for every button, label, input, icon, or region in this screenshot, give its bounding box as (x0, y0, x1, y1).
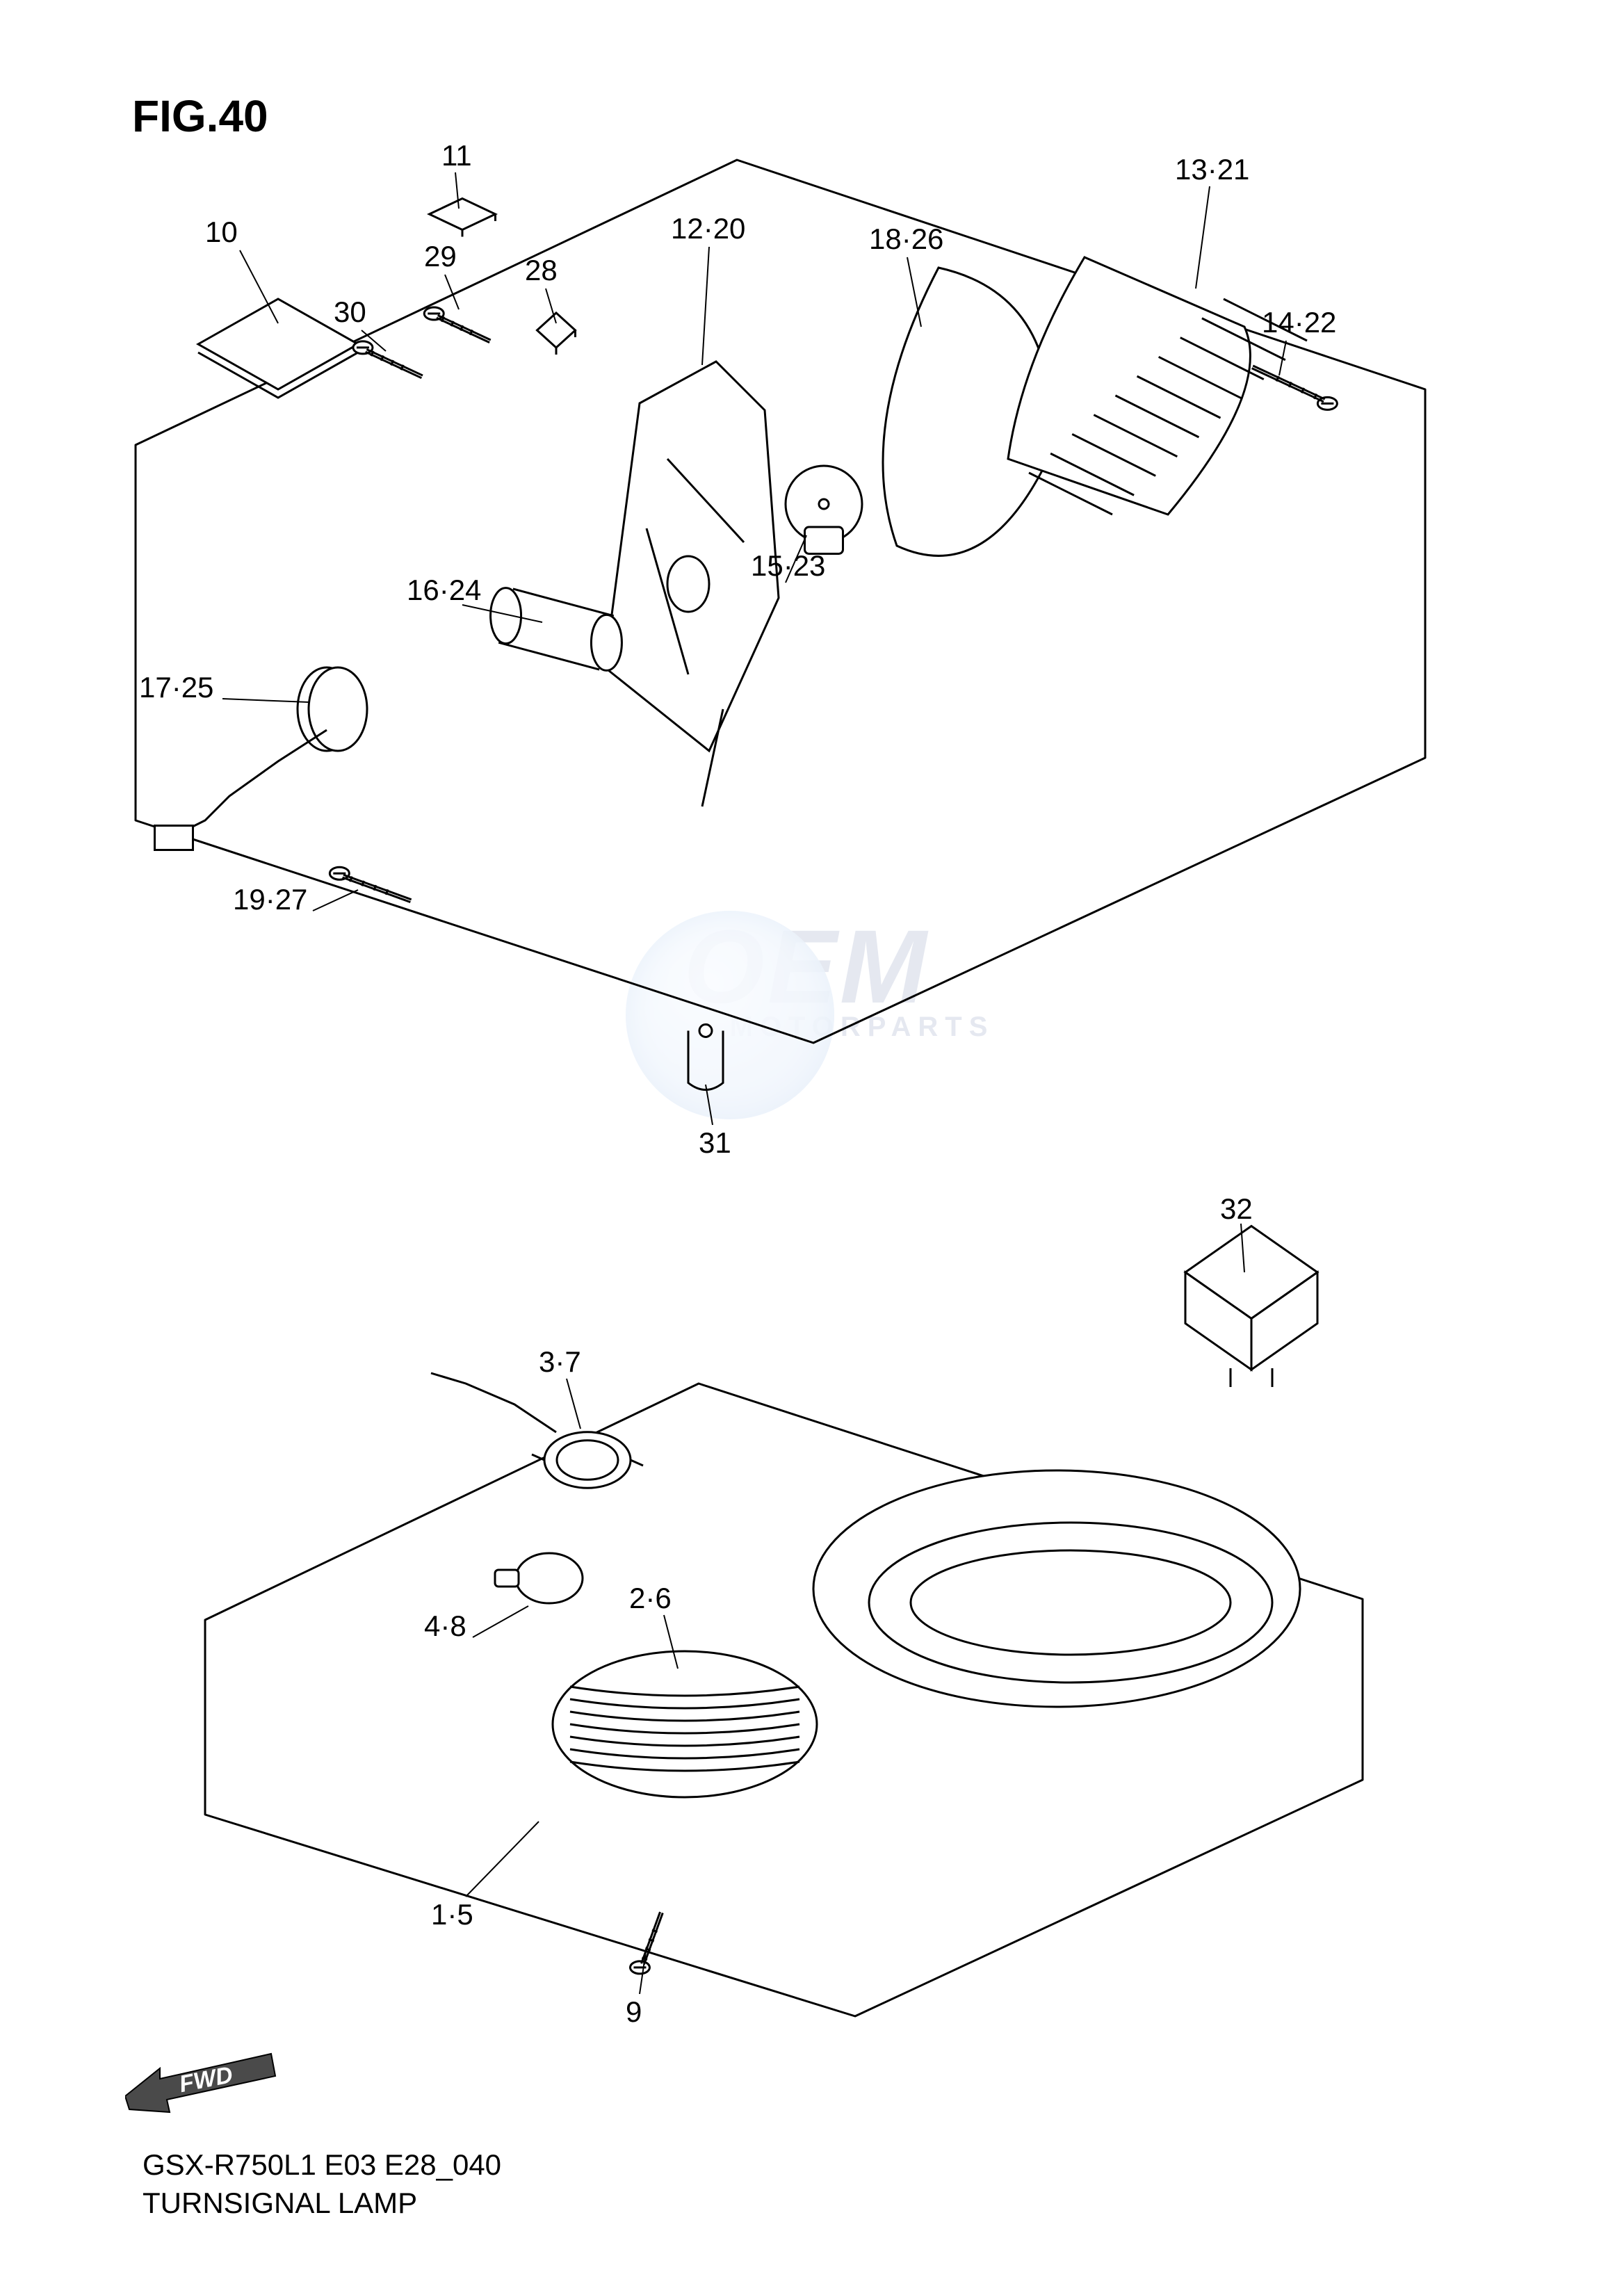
part-connector_17_25 (155, 826, 193, 850)
callout-1_5: 1·5 (431, 1898, 473, 1931)
callout-16_24: 16·24 (407, 574, 481, 607)
leader-4_8 (473, 1606, 528, 1637)
callout-30: 30 (334, 295, 366, 329)
fwd-label: FWD (177, 2061, 235, 2098)
callout-13_21: 13·21 (1175, 153, 1249, 186)
part-clip_31 (688, 1025, 723, 1090)
callout-11: 11 (441, 139, 472, 172)
callout-31: 31 (699, 1126, 731, 1160)
callout-9: 9 (626, 1995, 642, 2029)
leader-17_25 (222, 699, 309, 702)
callout-15_23: 15·23 (751, 549, 825, 583)
callout-28: 28 (525, 254, 558, 287)
part-screw_30 (353, 341, 423, 378)
part-clip_11 (430, 199, 496, 237)
callout-12_20: 12·20 (671, 212, 745, 245)
leader-19_27 (313, 890, 358, 911)
part-rear_wire (431, 1373, 556, 1432)
callout-3_7: 3·7 (539, 1345, 581, 1379)
leader-1_5 (466, 1822, 539, 1897)
part-rear_bulb_4_8 (495, 1553, 583, 1603)
part-socket_16_24 (491, 588, 622, 671)
exploded-diagram (0, 0, 1624, 2295)
callout-4_8: 4·8 (424, 1609, 466, 1643)
leader-12_20 (702, 247, 709, 365)
callout-18_26: 18·26 (869, 222, 943, 256)
callout-19_27: 19·27 (233, 883, 307, 916)
footer-part-name: TURNSIGNAL LAMP (143, 2187, 417, 2220)
leader-31 (706, 1085, 713, 1125)
part-rear_socket_3_7 (532, 1432, 643, 1489)
fwd-direction-badge: FWD (125, 2044, 278, 2120)
callout-10: 10 (205, 216, 238, 249)
callout-17_25: 17·25 (139, 671, 213, 704)
leader-13_21 (1196, 186, 1210, 289)
footer-model-code: GSX-R750L1 E03 E28_040 (143, 2148, 501, 2182)
callout-2_6: 2·6 (629, 1582, 672, 1615)
part-socket_cap_17_25 (298, 667, 367, 751)
part-screw_9 (630, 1912, 663, 1974)
panel-upper_panel (136, 160, 1425, 1043)
callout-29: 29 (424, 240, 457, 273)
part-wire_17_25 (177, 730, 327, 834)
part-relay_32 (1185, 1226, 1317, 1388)
part-lens_13_21 (1008, 257, 1307, 514)
part-screw_29 (424, 307, 491, 343)
part-socket_clip_28 (537, 313, 576, 355)
part-housing_12_20 (605, 362, 779, 806)
leader-18_26 (907, 257, 921, 327)
leader-3_7 (567, 1379, 580, 1429)
callout-32: 32 (1220, 1192, 1253, 1226)
part-rear_body (813, 1470, 1300, 1707)
part-bulb_15_23 (786, 466, 862, 554)
part-rear_lens_2_6 (553, 1651, 817, 1797)
callout-14_22: 14·22 (1262, 306, 1336, 339)
part-screw_14_22 (1252, 366, 1338, 409)
